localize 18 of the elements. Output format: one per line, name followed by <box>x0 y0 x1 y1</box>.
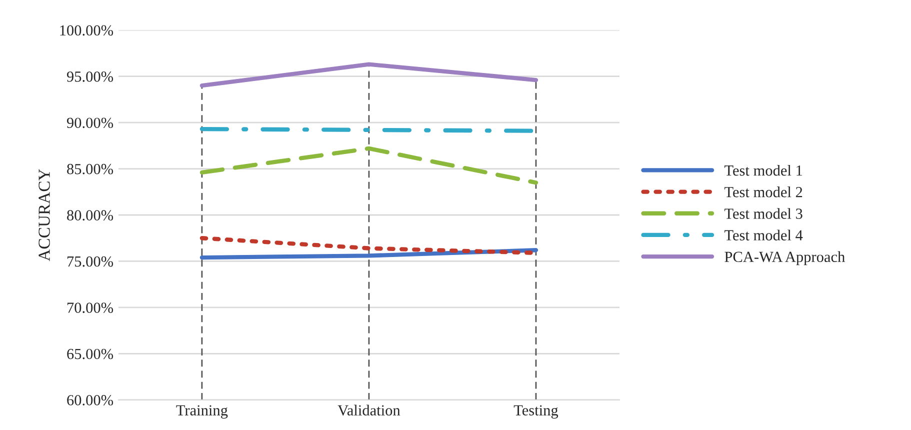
legend-label: Test model 1 <box>724 164 802 176</box>
y-axis-title: ACCURACY <box>38 169 50 262</box>
y-tick-label: 85.00% <box>67 164 114 174</box>
legend-label: Test model 2 <box>724 186 802 198</box>
legend-label: PCA-WA Approach <box>724 251 845 266</box>
y-tick-label: 75.00% <box>67 256 114 267</box>
y-tick-label: 65.00% <box>67 348 114 360</box>
x-tick-label: Training <box>176 405 228 419</box>
x-tick-label: Testing <box>514 405 558 419</box>
legend-label: Test model 3 <box>724 208 802 219</box>
y-tick-label: 100.00% <box>60 25 114 36</box>
y-tick-label: 60.00% <box>67 395 114 406</box>
y-tick-label: 90.00% <box>66 118 114 128</box>
y-tick-label: 95.00% <box>66 71 114 82</box>
y-tick-label: 80.00% <box>67 210 114 221</box>
legend-label: Test model 4 <box>724 230 803 240</box>
x-tick-label: Validation <box>338 404 400 416</box>
y-tick-label: 70.00% <box>67 302 114 313</box>
